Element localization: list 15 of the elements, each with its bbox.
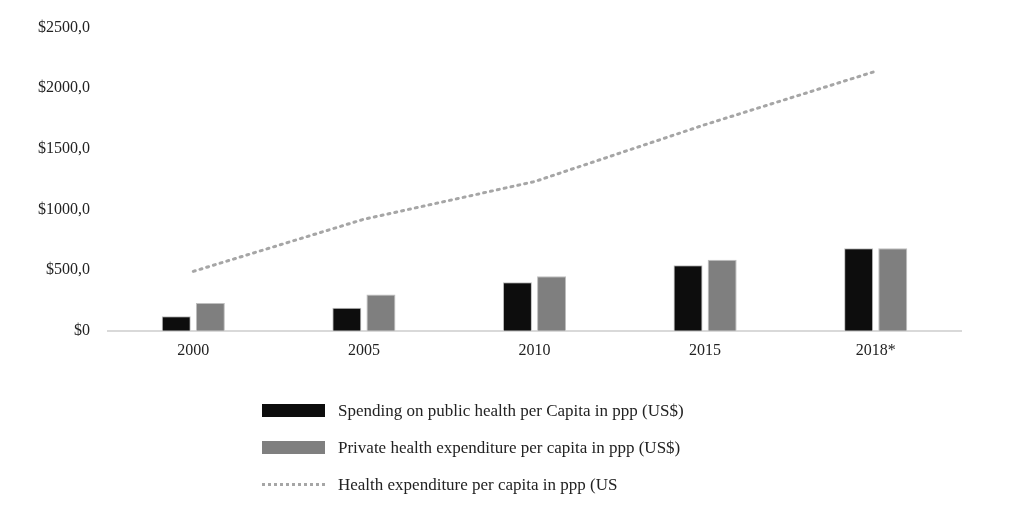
y-tick-label: $2500,0 — [38, 17, 90, 35]
y-tick-label: $2000,0 — [38, 78, 90, 96]
y-tick-label: $500,0 — [46, 260, 90, 278]
y-tick-label: $0 — [74, 321, 90, 338]
legend-label: Spending on public health per Capita in ppp (US$) — [338, 400, 684, 421]
y-tick-label: $1000,0 — [38, 199, 90, 217]
x-tick-label: 2010 — [518, 340, 551, 358]
legend-label: Private health expenditure per capita in ppp (US$) — [338, 437, 681, 458]
x-tick-label: 2018* — [855, 340, 896, 358]
legend-label: Health expenditure per capita in ppp (US — [338, 474, 618, 495]
line-series — [191, 69, 878, 273]
x-tick-label: 2015 — [689, 340, 722, 358]
x-tick-label: 2000 — [177, 340, 210, 358]
y-tick-label: $1500,0 — [38, 139, 90, 157]
x-tick-label: 2005 — [347, 340, 380, 358]
